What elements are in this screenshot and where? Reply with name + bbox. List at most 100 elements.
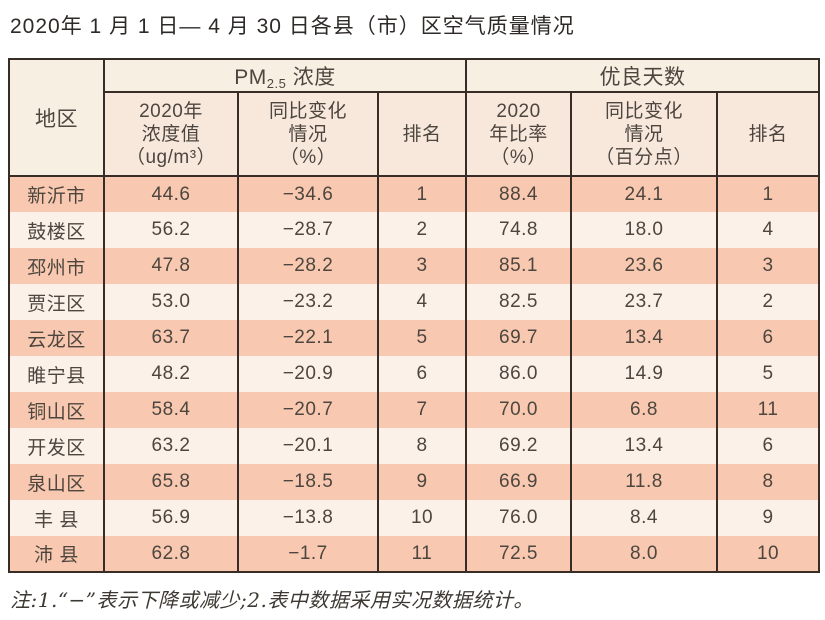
cell-good-change: 24.1: [570, 176, 719, 212]
cell-pm-change: −20.9: [237, 356, 379, 392]
cell-pm-rank: 1: [376, 176, 468, 212]
column-header-pm-value: 2020年 浓度值 （ug/m³）: [103, 92, 239, 177]
cell-good-rank: 9: [716, 500, 821, 536]
cell-pm-rank: 2: [376, 212, 468, 248]
cell-good-change: 11.8: [570, 464, 719, 500]
cell-good-rank: 1: [716, 176, 821, 212]
cell-pm-change: −18.5: [237, 464, 379, 500]
cell-region: 鼓楼区: [8, 212, 105, 248]
cell-region: 邳州市: [8, 248, 105, 284]
cell-good-rank: 6: [716, 428, 821, 464]
header-sub-row: 2020年 浓度值 （ug/m³） 同比变化 情况 （%） 排名 2020 年比…: [9, 92, 821, 177]
cell-good-ratio: 74.8: [465, 212, 573, 248]
cell-pm-rank: 9: [376, 464, 468, 500]
cell-good-change: 23.6: [570, 248, 719, 284]
cell-region: 沛 县: [8, 536, 105, 572]
cell-pm-value: 44.6: [103, 176, 239, 212]
cell-pm-value: 48.2: [103, 356, 239, 392]
cell-good-rank: 5: [716, 356, 821, 392]
cell-good-ratio: 88.4: [465, 176, 573, 212]
cell-good-rank: 6: [716, 320, 821, 356]
cell-pm-change: −1.7: [237, 536, 379, 572]
cell-region: 云龙区: [8, 320, 105, 356]
cell-region: 泉山区: [8, 464, 105, 500]
cell-region: 贾汪区: [8, 284, 105, 320]
cell-good-ratio: 70.0: [465, 392, 573, 428]
cell-region: 铜山区: [8, 392, 105, 428]
cell-pm-change: −23.2: [237, 284, 379, 320]
cell-region: 新沂市: [8, 176, 105, 212]
cell-pm-rank: 8: [376, 428, 468, 464]
cell-pm-rank: 6: [376, 356, 468, 392]
cell-pm-rank: 7: [376, 392, 468, 428]
cell-pm-change: −13.8: [237, 500, 379, 536]
cell-good-change: 8.0: [570, 536, 719, 572]
table-row: 开发区 63.2 −20.1 8 69.2 13.4 6: [8, 428, 821, 464]
cell-pm-value: 62.8: [103, 536, 239, 572]
cell-pm-rank: 4: [376, 284, 468, 320]
header-group-row: 地区 PM2.5 浓度 优良天数: [8, 59, 821, 177]
cell-pm-rank: 11: [376, 536, 468, 572]
cell-pm-change: −28.7: [237, 212, 379, 248]
cell-good-rank: 3: [716, 248, 821, 284]
cell-good-rank: 8: [716, 464, 821, 500]
cell-good-ratio: 66.9: [465, 464, 573, 500]
cell-good-change: 8.4: [570, 500, 719, 536]
cell-good-rank: 4: [716, 212, 821, 248]
table-row: 沛 县 62.8 −1.7 11 72.5 8.0 10: [8, 536, 821, 572]
column-group-good-days: 优良天数: [465, 59, 821, 93]
cell-pm-value: 65.8: [103, 464, 239, 500]
cell-region: 睢宁县: [8, 356, 105, 392]
column-header-region: 地区: [8, 59, 105, 177]
cell-good-change: 6.8: [570, 392, 719, 428]
page-title: 2020年 1 月 1 日— 4 月 30 日各县（市）区空气质量情况: [10, 15, 575, 38]
column-header-good-rank: 排名: [716, 92, 821, 177]
column-header-pm-rank: 排名: [376, 92, 468, 177]
column-group-pm25: PM2.5 浓度: [102, 59, 468, 93]
table-body: 新沂市 44.6 −34.6 1 88.4 24.1 1 鼓楼区 56.2 −28.7 2 74.8 1…: [8, 176, 821, 572]
cell-pm-change: −20.7: [237, 392, 379, 428]
cell-pm-value: 63.7: [103, 320, 239, 356]
cell-pm-rank: 5: [376, 320, 468, 356]
pm25-suffix: 浓度: [286, 65, 336, 89]
column-header-good-ratio: 2020 年比率 （%）: [465, 92, 573, 177]
cell-pm-change: −28.2: [237, 248, 379, 284]
table-row: 泉山区 65.8 −18.5 9 66.9 11.8 8: [8, 464, 821, 500]
cell-pm-value: 56.9: [103, 500, 239, 536]
cell-good-ratio: 85.1: [465, 248, 573, 284]
table-row: 丰 县 56.9 −13.8 10 76.0 8.4 9: [8, 500, 821, 536]
cell-region: 开发区: [8, 428, 105, 464]
cell-pm-change: −20.1: [237, 428, 379, 464]
cell-pm-value: 56.2: [103, 212, 239, 248]
table-row: 睢宁县 48.2 −20.9 6 86.0 14.9 5: [8, 356, 821, 392]
cell-good-ratio: 82.5: [465, 284, 573, 320]
table-row: 云龙区 63.7 −22.1 5 69.7 13.4 6: [8, 320, 821, 356]
cell-good-ratio: 86.0: [465, 356, 573, 392]
cell-pm-value: 63.2: [103, 428, 239, 464]
cell-pm-value: 53.0: [103, 284, 239, 320]
cell-pm-value: 47.8: [103, 248, 239, 284]
cell-good-ratio: 69.7: [465, 320, 573, 356]
cell-region: 丰 县: [8, 500, 105, 536]
cell-good-ratio: 76.0: [465, 500, 573, 536]
footnote: 注:1.“−”表示下降或减少;2.表中数据采用实况数据统计。: [10, 588, 534, 612]
air-quality-table: 地区 PM2.5 浓度 优良天数 2020年 浓度值 （ug/m³） 同比变化 …: [8, 58, 821, 573]
cell-pm-change: −34.6: [237, 176, 379, 212]
cell-good-rank: 10: [716, 536, 821, 572]
column-header-good-change: 同比变化 情况 （百分点）: [570, 92, 719, 177]
table-header: 地区 PM2.5 浓度 优良天数 2020年 浓度值 （ug/m³） 同比变化 …: [8, 59, 821, 177]
pm25-subscript: 2.5: [266, 75, 287, 91]
cell-pm-rank: 3: [376, 248, 468, 284]
column-header-pm-change: 同比变化 情况 （%）: [237, 92, 379, 177]
table-row: 贾汪区 53.0 −23.2 4 82.5 23.7 2: [8, 284, 821, 320]
cell-good-ratio: 72.5: [465, 536, 573, 572]
pm25-prefix: PM: [234, 65, 267, 89]
cell-pm-rank: 10: [376, 500, 468, 536]
cell-pm-change: −22.1: [237, 320, 379, 356]
cell-good-rank: 11: [716, 392, 821, 428]
cell-good-change: 18.0: [570, 212, 719, 248]
table-row: 新沂市 44.6 −34.6 1 88.4 24.1 1: [8, 176, 821, 212]
table-row: 邳州市 47.8 −28.2 3 85.1 23.6 3: [8, 248, 821, 284]
table-row: 铜山区 58.4 −20.7 7 70.0 6.8 11: [8, 392, 821, 428]
